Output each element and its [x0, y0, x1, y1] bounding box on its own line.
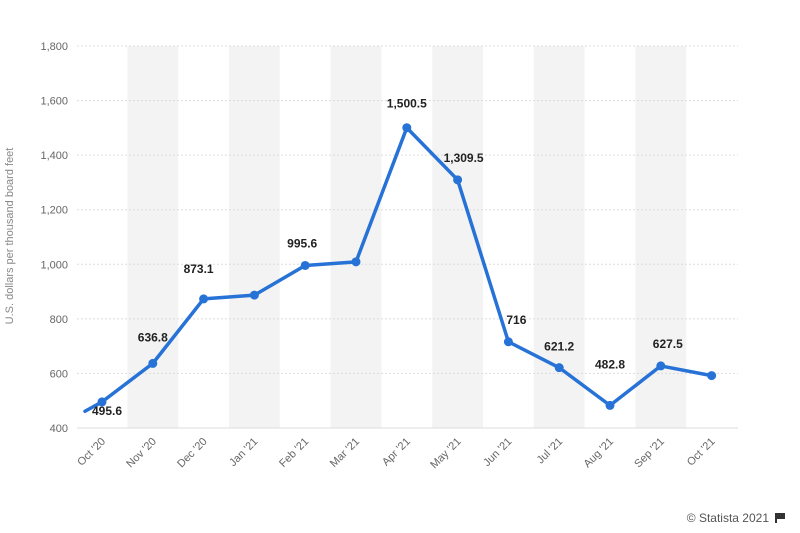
x-tick-label: Aug '21: [581, 436, 616, 471]
data-label: 716: [506, 313, 526, 327]
x-tick-label: Oct '21: [685, 436, 718, 469]
data-labels: 495.6 636.8 873.1 995.6 1,500.5 1,309.5 716 621…: [92, 97, 683, 418]
flag-icon[interactable]: [775, 513, 786, 523]
data-point[interactable]: [249, 290, 259, 300]
band-1: [127, 46, 179, 428]
data-label: 495.6: [92, 404, 122, 418]
data-point[interactable]: [300, 260, 310, 270]
data-label: 482.8: [595, 357, 625, 371]
data-point[interactable]: [503, 337, 513, 347]
data-point[interactable]: [707, 371, 717, 381]
data-point[interactable]: [554, 363, 564, 373]
x-axis-ticks: Oct '20 Nov '20 Dec '20 Jan '21 Feb '21 Mar '…: [75, 436, 717, 471]
series-line: [83, 125, 714, 414]
y-tick-label: 800: [50, 314, 68, 326]
y-axis-title: U.S. dollars per thousand board feet: [4, 148, 16, 325]
y-tick-label: 1,000: [40, 259, 68, 271]
grid-lines: [77, 45, 738, 429]
data-points: [97, 123, 717, 410]
y-axis-ticks: 400 600 800 1,000 1,200 1,400 1,600 1,800: [40, 41, 68, 435]
data-label: 995.6: [287, 236, 317, 250]
x-tick-label: Nov '20: [124, 436, 159, 471]
x-tick-label: Apr '21: [380, 436, 413, 469]
data-point[interactable]: [402, 123, 412, 133]
data-label: 621.2: [544, 340, 574, 354]
data-label: 1,500.5: [387, 97, 427, 111]
band-5: [330, 46, 382, 428]
data-point[interactable]: [199, 294, 209, 304]
footer-credit[interactable]: © Statista 2021: [687, 511, 786, 525]
data-point[interactable]: [656, 361, 666, 371]
x-tick-label: Jun '21: [481, 436, 514, 469]
x-tick-label: Mar '21: [328, 436, 362, 470]
y-tick-label: 400: [50, 423, 68, 435]
y-tick-label: 600: [50, 368, 68, 380]
data-point[interactable]: [351, 257, 361, 267]
x-tick-label: Dec '20: [175, 436, 210, 471]
data-label: 627.5: [653, 337, 683, 351]
x-tick-label: Jan '21: [227, 436, 260, 469]
data-label: 1,309.5: [444, 151, 484, 165]
x-tick-label: May '21: [428, 436, 463, 471]
data-label: 873.1: [184, 262, 214, 276]
y-tick-label: 1,600: [40, 96, 68, 108]
data-label: 636.8: [138, 330, 168, 344]
y-tick-label: 1,800: [40, 41, 68, 53]
x-tick-label: Oct '20: [75, 436, 108, 469]
x-tick-label: Jul '21: [535, 436, 566, 467]
credit-text: © Statista 2021: [686, 511, 769, 525]
band-3: [229, 46, 280, 428]
data-point[interactable]: [148, 358, 158, 368]
data-point[interactable]: [453, 175, 463, 185]
x-tick-label: Sep '21: [632, 436, 667, 471]
data-point[interactable]: [605, 400, 615, 410]
x-tick-label: Feb '21: [277, 436, 311, 470]
y-tick-label: 1,400: [40, 150, 68, 162]
data-point[interactable]: [97, 397, 107, 407]
y-tick-label: 1,200: [40, 205, 68, 217]
